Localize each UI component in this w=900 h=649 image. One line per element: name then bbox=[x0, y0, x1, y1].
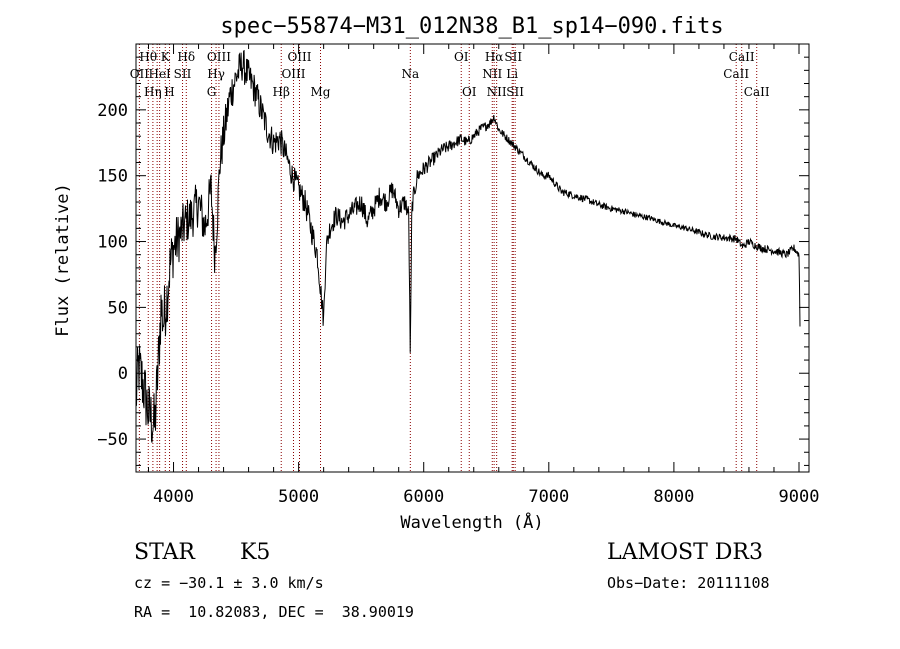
spectral-line-label: SII bbox=[506, 85, 524, 99]
chart-title: spec−55874−M31_012N38_B1_sp14−090.fits bbox=[220, 14, 723, 39]
spectral-line-label: Hη bbox=[144, 85, 162, 99]
spectral-line-label: Hγ bbox=[207, 67, 225, 81]
spectral-line-label: Mg bbox=[311, 85, 331, 99]
y-tick-label: 0 bbox=[118, 364, 128, 384]
spectral-line-label: SII bbox=[504, 50, 522, 64]
spectral-line-label: CaII bbox=[729, 50, 755, 64]
x-axis-label: Wavelength (Å) bbox=[400, 511, 543, 533]
spectral-line-label: OI bbox=[454, 50, 469, 64]
y-tick-label: 100 bbox=[97, 233, 128, 253]
spectral-line-markers bbox=[138, 44, 758, 472]
spectral-line-label: Hδ bbox=[177, 50, 195, 64]
spectral-line-label: NII bbox=[487, 85, 507, 99]
x-tick-label: 5000 bbox=[278, 487, 319, 507]
x-axis-ticks: 4000 5000 6000 7000 8000 9000 bbox=[148, 44, 820, 507]
x-tick-label: 6000 bbox=[403, 487, 444, 507]
spectral-line-label: Hβ bbox=[273, 85, 290, 99]
spectral-line-label: CaII bbox=[723, 67, 749, 81]
spectral-line-label: Li bbox=[506, 67, 518, 81]
spectral-line-label: OIII bbox=[207, 50, 231, 64]
spectral-line-label: HeI bbox=[148, 67, 171, 81]
spectral-line-label: Hθ bbox=[139, 50, 157, 64]
observation-date: Obs−Date: 20111108 bbox=[607, 574, 770, 592]
sky-coordinates: RA = 10.82083, DEC = 38.90019 bbox=[134, 603, 414, 621]
redshift-cz: cz = −30.1 ± 3.0 km/s bbox=[134, 574, 324, 592]
y-tick-label: 200 bbox=[97, 101, 128, 121]
spectral-line-label: K bbox=[161, 50, 171, 64]
object-subclass: K5 bbox=[240, 540, 271, 565]
flux-series-line bbox=[135, 49, 801, 443]
spectral-line-label: SII bbox=[174, 67, 192, 81]
survey-name: LAMOST DR3 bbox=[607, 540, 763, 565]
x-tick-label: 8000 bbox=[653, 487, 694, 507]
spectral-line-label: H bbox=[164, 85, 174, 99]
x-tick-label: 7000 bbox=[528, 487, 569, 507]
spectral-line-labels: OIIHθHηHeIKHSIIHδGHγOIIIHβOIIIOIIIMgNaOI… bbox=[130, 50, 770, 99]
y-tick-label: 150 bbox=[97, 167, 128, 187]
spectral-line-label: NII bbox=[482, 67, 502, 81]
spectral-line-label: Hα bbox=[485, 50, 504, 64]
spectral-line-label: G bbox=[207, 85, 217, 99]
spectral-line-label: OIII bbox=[287, 50, 311, 64]
plot-frame bbox=[135, 43, 810, 473]
x-tick-label: 9000 bbox=[779, 487, 820, 507]
object-class: STAR bbox=[134, 540, 195, 565]
spectral-line-label: Na bbox=[402, 67, 420, 81]
spectral-line-label: OIII bbox=[281, 67, 305, 81]
spectral-line-label: CaII bbox=[744, 85, 770, 99]
x-tick-label: 4000 bbox=[153, 487, 194, 507]
spectral-line-label: OI bbox=[462, 85, 477, 99]
y-tick-label: −50 bbox=[97, 430, 128, 450]
y-tick-label: 50 bbox=[108, 298, 128, 318]
y-axis-label: Flux (relative) bbox=[53, 183, 73, 337]
spectral-line-label: OII bbox=[130, 67, 150, 81]
y-axis-ticks: −50 0 50 100 150 200 bbox=[97, 56, 809, 466]
